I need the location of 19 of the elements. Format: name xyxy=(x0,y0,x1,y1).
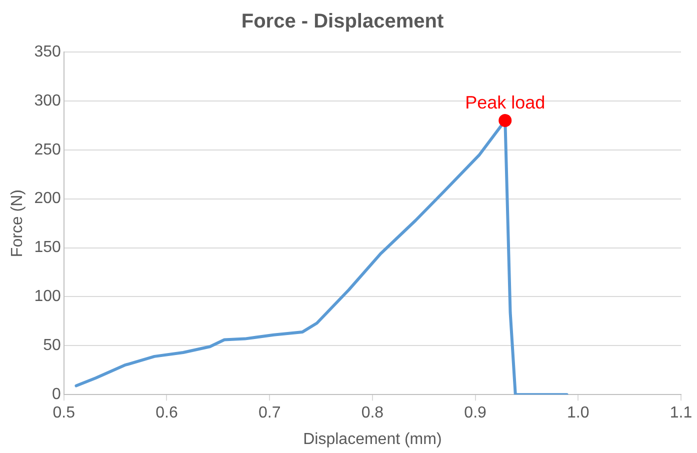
x-tick-label: 0.8 xyxy=(361,404,384,422)
y-tick-label: 300 xyxy=(34,92,61,110)
x-tick-label: 0.5 xyxy=(52,404,76,422)
y-tick-label: 350 xyxy=(34,43,61,60)
y-tick-label: 250 xyxy=(34,141,61,158)
y-tick-label: 150 xyxy=(34,239,61,256)
y-tick-label: 0 xyxy=(52,386,61,404)
x-tick-label: 0.9 xyxy=(464,404,487,422)
y-tick-label: 100 xyxy=(34,288,61,306)
x-tick-label: 1.1 xyxy=(670,404,692,422)
annotation: Peak load xyxy=(465,92,546,112)
chart-title: Force - Displacement xyxy=(241,10,444,33)
x-tick-label: 0.6 xyxy=(156,404,178,422)
y-tick-label: 200 xyxy=(34,190,61,208)
x-tick-label: 0.7 xyxy=(258,404,281,422)
x-axis-title: Displacement (mm) xyxy=(303,430,442,448)
y-axis-title: Force (N) xyxy=(9,190,26,258)
x-tick-label: 1.0 xyxy=(567,404,590,422)
y-tick-label: 50 xyxy=(43,337,61,354)
